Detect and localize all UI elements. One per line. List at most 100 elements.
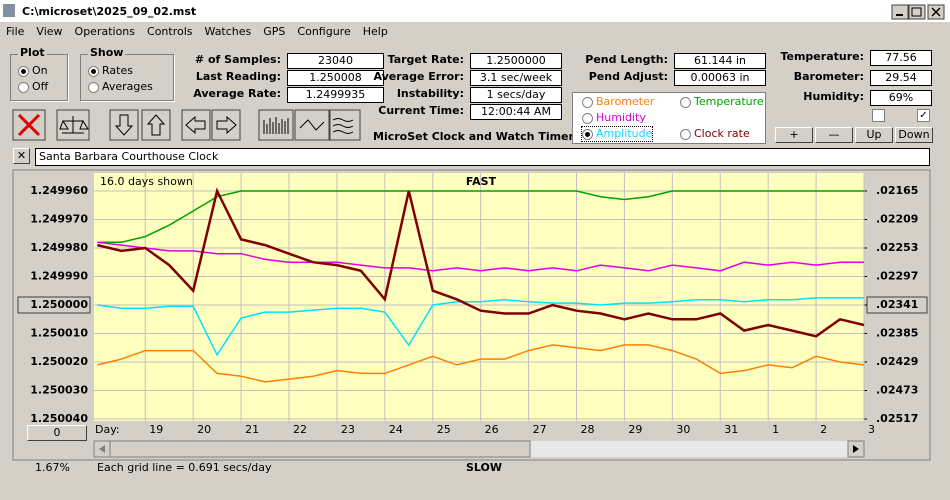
- series-line: [97, 241, 864, 272]
- field-label: Last Reading:: [195, 70, 281, 83]
- group-box: [80, 54, 174, 101]
- fast-label: FAST: [466, 175, 497, 188]
- menu-item[interactable]: GPS: [263, 25, 286, 38]
- series-selector: [572, 92, 766, 144]
- button[interactable]: Down: [895, 127, 933, 143]
- menu-item[interactable]: View: [36, 25, 63, 38]
- y2-tick-label: .02341: [876, 298, 918, 311]
- field-value: 3.1 sec/week: [470, 70, 562, 86]
- x-tick-label: 24: [389, 423, 403, 436]
- field-label: Instability:: [396, 87, 464, 100]
- y-tick-label: 1.250020: [30, 355, 88, 368]
- close-button[interactable]: ✕: [13, 148, 30, 164]
- field-label: Target Rate:: [387, 53, 464, 66]
- field-value: 23040: [287, 53, 384, 69]
- app-name: MicroSet Clock and Watch Timer: [373, 130, 574, 143]
- x-tick-label: 26: [485, 423, 499, 436]
- button[interactable]: +: [775, 127, 813, 143]
- y2-tick-label: .02473: [876, 384, 918, 397]
- y2-tick-label: .02165: [876, 184, 918, 197]
- button[interactable]: —: [815, 127, 853, 143]
- y-tick-label: 1.249980: [30, 241, 88, 254]
- series-line: [97, 297, 864, 357]
- field-label: Pend Length:: [585, 53, 668, 66]
- radio-option[interactable]: Averages: [88, 80, 153, 94]
- field-label: Barometer:: [793, 70, 864, 83]
- y2-tick-label: .02385: [876, 327, 918, 340]
- scrollbar[interactable]: [93, 440, 865, 458]
- field-value: 0.00063 in: [674, 70, 766, 86]
- field-value: 1.2500000: [470, 53, 562, 69]
- series-option[interactable]: Barometer: [582, 95, 654, 109]
- x-tick-label: 3: [868, 423, 875, 436]
- checkbox[interactable]: [872, 109, 885, 122]
- menu-item[interactable]: Configure: [297, 25, 351, 38]
- x-tick-label: 31: [724, 423, 738, 436]
- group-title: Show: [88, 46, 126, 59]
- y2-tick-label: .02297: [876, 270, 918, 283]
- menu-item[interactable]: Operations: [74, 25, 136, 38]
- slow-label: SLOW: [466, 461, 502, 474]
- radio-option[interactable]: On: [18, 64, 48, 78]
- series-line: [97, 344, 865, 383]
- field-label: # of Samples:: [194, 53, 281, 66]
- field-label: Temperature:: [780, 50, 864, 63]
- x-tick-label: 29: [628, 423, 642, 436]
- title-bar: [0, 0, 950, 22]
- y2-tick-label: .02209: [876, 213, 918, 226]
- toolbar[interactable]: [12, 109, 361, 141]
- x-tick-label: 25: [437, 423, 451, 436]
- series-option[interactable]: Temperature: [680, 95, 764, 109]
- menu-item[interactable]: Help: [362, 25, 388, 38]
- field-value: 12:00:44 AM: [470, 104, 562, 120]
- field-value: 69%: [870, 90, 932, 106]
- y-tick-label: 1.249970: [30, 213, 88, 226]
- tick-button: [17, 296, 91, 314]
- button[interactable]: Up: [855, 127, 893, 143]
- radio-option[interactable]: Rates: [88, 64, 133, 78]
- x-label: Day:: [95, 423, 120, 436]
- x-tick-label: 30: [676, 423, 690, 436]
- window-title: C:\microset\2025_09_02.mst: [22, 5, 196, 18]
- app-icon: [3, 4, 15, 17]
- radio-option[interactable]: Off: [18, 80, 48, 94]
- menu-item[interactable]: File: [6, 25, 25, 38]
- field-value: 1.250008: [287, 70, 384, 86]
- y-tick-label: 1.250040: [30, 412, 88, 425]
- field-value: 77.56: [870, 50, 932, 66]
- field-value: 1 secs/day: [470, 87, 562, 103]
- y-tick-label: 1.250030: [30, 384, 88, 397]
- field-label: Pend Adjust:: [588, 70, 668, 83]
- field-label: Average Error:: [373, 70, 464, 83]
- offset-button[interactable]: 0: [27, 425, 87, 441]
- menu-item[interactable]: Watches: [204, 25, 252, 38]
- plot-area: [94, 173, 864, 421]
- grid-note: Each grid line = 0.691 secs/day: [97, 461, 272, 474]
- window-controls[interactable]: [891, 4, 945, 20]
- series-option[interactable]: Clock rate: [680, 127, 750, 141]
- field-label: Humidity:: [803, 90, 864, 103]
- series-line: [97, 187, 865, 338]
- y-tick-label: 1.249990: [30, 270, 88, 283]
- x-tick-label: 22: [293, 423, 307, 436]
- x-tick-label: 27: [533, 423, 547, 436]
- y-tick-label: 1.250010: [30, 327, 88, 340]
- group-title: Plot: [18, 46, 47, 59]
- x-tick-label: 20: [197, 423, 211, 436]
- x-tick-label: 23: [341, 423, 355, 436]
- field-value: 61.144 in: [674, 53, 766, 69]
- menu-item[interactable]: Controls: [147, 25, 193, 38]
- series-option[interactable]: Humidity: [582, 111, 646, 125]
- checkbox[interactable]: ✓: [917, 109, 930, 122]
- series-option[interactable]: Amplitude: [580, 126, 654, 142]
- field-value: 1.2499935: [287, 87, 384, 103]
- field-value: 29.54: [870, 70, 932, 86]
- field-label: Current Time:: [378, 104, 464, 117]
- days-shown: 16.0 days shown: [100, 175, 193, 188]
- y-tick-label: 1.249960: [30, 184, 88, 197]
- field-label: Average Rate:: [193, 87, 281, 100]
- x-tick-label: 19: [149, 423, 163, 436]
- x-tick-label: 1: [772, 423, 779, 436]
